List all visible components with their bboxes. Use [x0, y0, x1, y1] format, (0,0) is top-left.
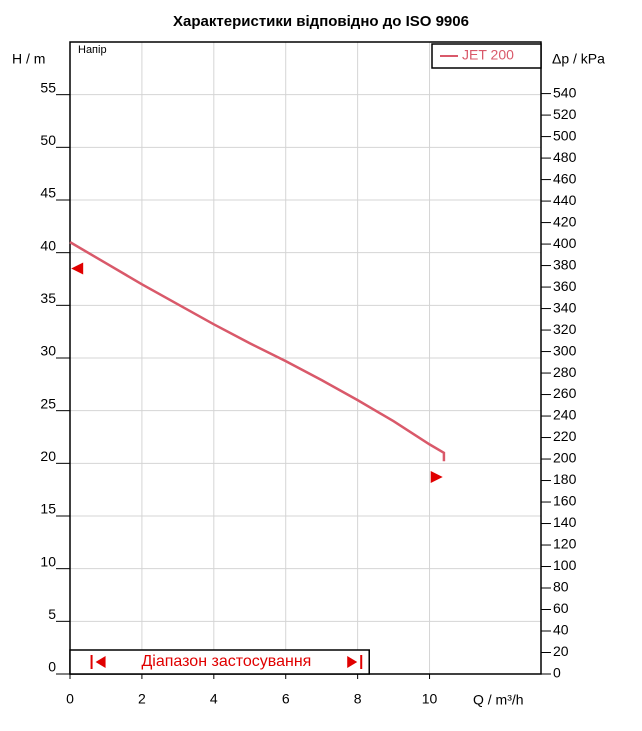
y2-tick-label: 420: [553, 213, 577, 229]
y-tick-label: 40: [40, 237, 56, 253]
y-tick-label: 0: [48, 659, 56, 675]
x-tick-label: 4: [210, 691, 218, 707]
y2-tick-label: 280: [553, 364, 577, 380]
y2-tick-label: 360: [553, 278, 577, 294]
y2-tick-label: 120: [553, 536, 577, 552]
range-marker: [71, 262, 84, 275]
y2-tick-label: 380: [553, 256, 577, 272]
y2-tick-label: 80: [553, 579, 569, 595]
y2-tick-label: 240: [553, 407, 577, 423]
y2-tick-label: 440: [553, 192, 577, 208]
x-tick-label: 6: [282, 691, 290, 707]
range-label: Діапазон застосування: [141, 653, 311, 670]
series-line: [69, 241, 446, 462]
y2-tick-label: 20: [553, 643, 569, 659]
y2-tick-label: 60: [553, 600, 569, 616]
y-axis-label: H / m: [12, 51, 45, 67]
x-tick-label: 2: [138, 691, 146, 707]
y2-tick-label: 140: [553, 514, 577, 530]
range-arrow-right: [347, 656, 358, 668]
y2-tick-label: 180: [553, 471, 577, 487]
y2-tick-label: 220: [553, 428, 577, 444]
y2-tick-label: 40: [553, 622, 569, 638]
y-tick-label: 50: [40, 132, 56, 148]
y2-tick-label: 0: [553, 665, 561, 681]
y-tick-label: 35: [40, 290, 56, 306]
x-tick-label: 0: [66, 691, 74, 707]
range-box: [69, 649, 370, 675]
y-tick-label: 15: [40, 501, 56, 517]
y2-tick-label: 460: [553, 170, 577, 186]
y-tick-label: 20: [40, 448, 56, 464]
y2-tick-label: 500: [553, 127, 577, 143]
curve-label: Напір: [78, 44, 107, 56]
range-arrow-left: [95, 656, 106, 668]
y-tick-label: 25: [40, 395, 56, 411]
y2-axis-label: Δp / kPa: [552, 51, 605, 67]
y-tick-label: 30: [40, 343, 56, 359]
y2-tick-label: 100: [553, 557, 577, 573]
x-tick-label: 8: [354, 691, 362, 707]
y-tick-label: 10: [40, 553, 56, 569]
y2-tick-label: 340: [553, 299, 577, 315]
y2-tick-label: 480: [553, 149, 577, 165]
y2-tick-label: 540: [553, 84, 577, 100]
y2-tick-label: 260: [553, 385, 577, 401]
y-tick-label: 5: [48, 606, 56, 622]
y2-tick-label: 200: [553, 450, 577, 466]
legend-label: JET 200: [462, 47, 514, 63]
y2-tick-label: 320: [553, 321, 577, 337]
y-tick-label: 45: [40, 185, 56, 201]
x-tick-label: 10: [422, 691, 438, 707]
y-tick-label: 55: [40, 79, 56, 95]
y2-tick-label: 400: [553, 235, 577, 251]
y2-tick-label: 520: [553, 106, 577, 122]
x-axis-label: Q / m³/h: [473, 692, 524, 708]
chart-title: Характеристики відповідно до ISO 9906: [173, 13, 469, 30]
range-marker: [430, 471, 443, 484]
y2-tick-label: 160: [553, 493, 577, 509]
y2-tick-label: 300: [553, 342, 577, 358]
